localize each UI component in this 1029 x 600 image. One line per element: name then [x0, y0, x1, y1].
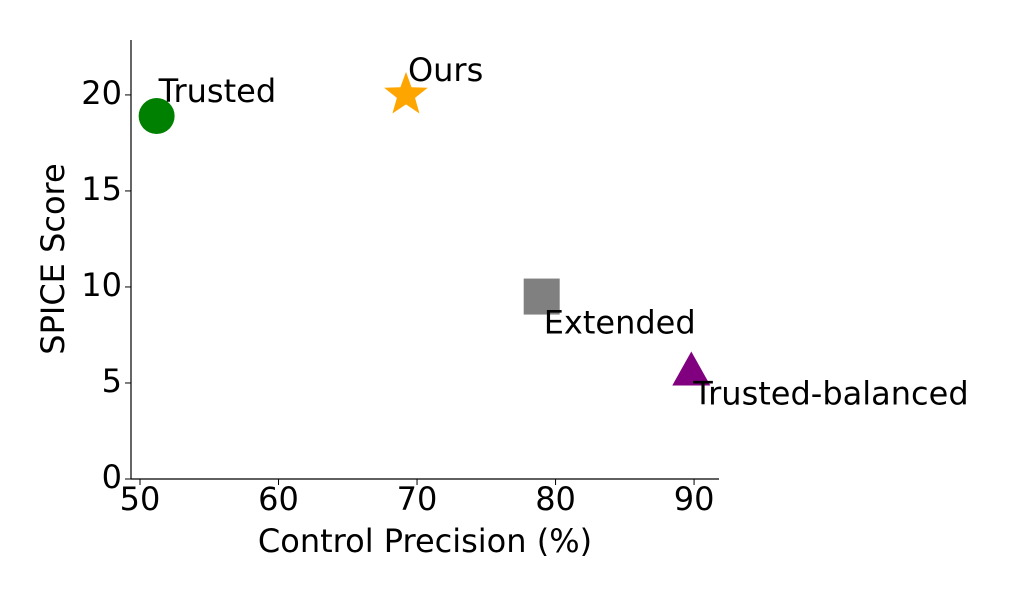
y-tick-label: 15 — [81, 170, 122, 208]
x-tick-label: 50 — [120, 480, 161, 518]
y-tick-label: 20 — [81, 74, 122, 112]
x-axis-title: Control Precision (%) — [258, 522, 592, 560]
x-tick-label: 80 — [535, 480, 576, 518]
point-label: Trusted — [158, 72, 276, 110]
point — [523, 278, 560, 315]
point — [672, 351, 711, 386]
y-tick-label: 10 — [81, 266, 122, 304]
y-tick-label: 5 — [102, 362, 122, 400]
y-tick-label: 0 — [102, 458, 122, 496]
x-tick-label: 90 — [674, 480, 715, 518]
x-tick-label: 70 — [397, 480, 438, 518]
point — [138, 98, 175, 135]
point-label: Trusted-balanced — [692, 374, 968, 412]
point-label: Ours — [408, 51, 483, 89]
y-axis-title: SPICE Score — [34, 163, 72, 354]
point-label: Extended — [544, 304, 696, 342]
point — [384, 71, 428, 114]
x-tick-label: 60 — [258, 480, 299, 518]
